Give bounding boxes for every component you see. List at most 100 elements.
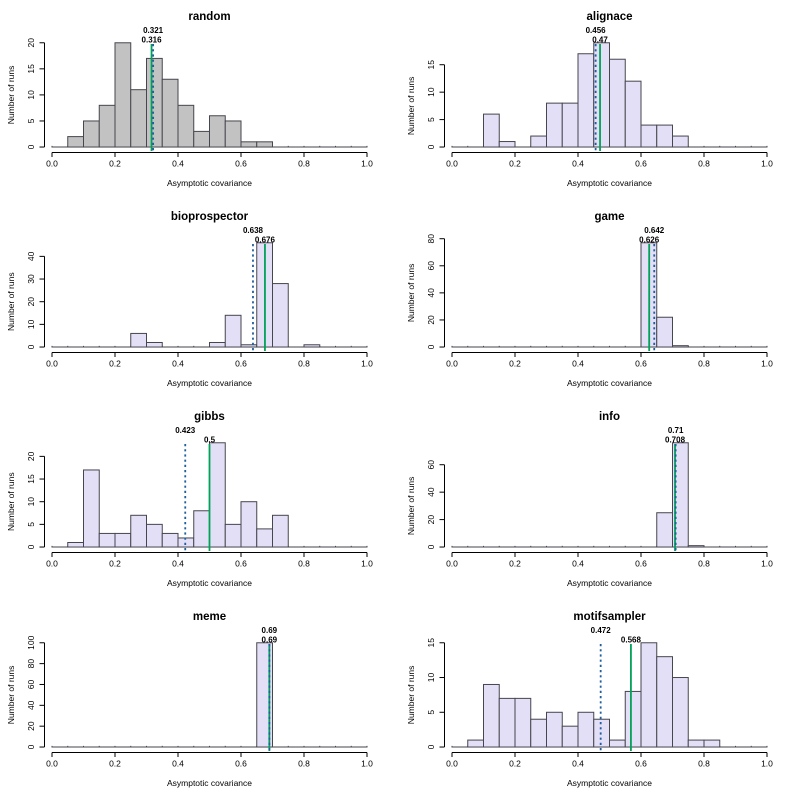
x-tick-label: 0.8 [698, 759, 710, 769]
histogram-bar [209, 442, 226, 548]
y-tick-label: 40 [426, 487, 436, 497]
y-tick-label: 15 [26, 474, 36, 484]
x-tick-label: 0.2 [509, 759, 521, 769]
solid-line-label: 0.568 [621, 636, 642, 645]
y-axis-title: Number of runs [6, 272, 16, 331]
histogram-bar [193, 510, 210, 548]
histogram-bar [114, 532, 132, 548]
histogram-panel-bioprospector: bioprospector 0 10 20 30 40 Number of runs 0.0 0… [0, 200, 400, 400]
y-tick-label: 10 [26, 90, 36, 100]
y-tick-label: 20 [426, 315, 436, 325]
histogram-bar [561, 102, 579, 148]
y-tick-label: 0 [426, 544, 436, 549]
y-tick-label: 5 [26, 522, 36, 527]
dashed-line-label: 0.69 [262, 626, 278, 635]
histogram-bar [240, 501, 258, 548]
x-tick-label: 0.4 [572, 359, 584, 369]
x-tick-label: 1.0 [761, 359, 773, 369]
x-tick-label: 0.8 [298, 759, 310, 769]
x-tick-label: 0.4 [172, 359, 184, 369]
histogram-bar [67, 136, 84, 148]
x-tick-label: 0.8 [698, 559, 710, 569]
histogram-bar [272, 283, 289, 348]
solid-line-label: 0.5 [204, 436, 216, 445]
solid-line-label: 0.69 [262, 636, 278, 645]
histogram-bar [703, 739, 721, 748]
x-tick-label: 0.6 [635, 359, 647, 369]
dashed-line-label: 0.321 [143, 26, 164, 35]
x-tick-label: 0.0 [46, 359, 58, 369]
histogram-bar [498, 697, 516, 748]
y-axis-title: Number of runs [406, 666, 416, 725]
x-tick-label: 1.0 [361, 559, 373, 569]
x-tick-label: 0.2 [509, 359, 521, 369]
y-tick-label: 40 [426, 288, 436, 298]
dashed-line-label: 0.456 [586, 26, 607, 35]
x-tick-label: 0.6 [635, 159, 647, 169]
dashed-line-label: 0.472 [591, 626, 612, 635]
histogram-bar [224, 314, 242, 348]
y-tick-label: 15 [426, 60, 436, 70]
y-axis-title: Number of runs [406, 264, 416, 323]
solid-line-label: 0.316 [142, 36, 163, 45]
histogram-bar [240, 344, 258, 348]
histogram-bar [640, 642, 658, 748]
histogram-bar [467, 739, 484, 748]
solid-line-label: 0.47 [592, 36, 608, 45]
histogram-bar [193, 130, 210, 148]
y-tick-label: 0 [426, 144, 436, 149]
y-tick-label: 20 [26, 297, 36, 307]
y-axis-title: Number of runs [6, 472, 16, 531]
histogram-bar [130, 514, 147, 548]
panel-title: motifsampler [573, 611, 646, 623]
y-tick-label: 15 [426, 638, 436, 648]
histogram-bar [146, 57, 163, 148]
histogram-panel-info: info 0 20 40 60 Number of runs 0.0 0.2 0.4 0.6 0.8… [400, 400, 800, 600]
y-tick-label: 60 [426, 460, 436, 470]
histogram-bar [256, 141, 273, 148]
histogram-svg: bioprospector 0 10 20 30 40 Number of runs 0.0 0… [6, 211, 373, 388]
y-axis-title: Number of runs [406, 477, 416, 536]
x-tick-label: 0.0 [446, 159, 458, 169]
histogram-bar [224, 523, 242, 548]
histogram-bar [98, 104, 116, 148]
x-tick-label: 0.0 [46, 159, 58, 169]
histogram-bar [577, 711, 595, 748]
y-tick-label: 40 [26, 700, 36, 710]
histogram-bar [209, 115, 226, 148]
histogram-panel-game: game 0 20 40 60 80 Number of runs 0.0 0.2 0.4 0.6 0… [400, 200, 800, 400]
y-tick-label: 0 [26, 544, 36, 549]
histogram-bar [546, 102, 563, 148]
x-tick-label: 0.2 [109, 759, 121, 769]
histogram-svg: meme 0 20 40 60 80 100 Number of runs 0.0 0.2 0.4 0… [6, 611, 373, 788]
y-tick-label: 5 [426, 710, 436, 715]
x-tick-label: 0.4 [572, 559, 584, 569]
y-tick-label: 10 [426, 673, 436, 683]
histogram-bar [624, 80, 642, 148]
histogram-bar [609, 58, 626, 148]
y-tick-label: 5 [26, 118, 36, 123]
x-tick-label: 0.2 [109, 159, 121, 169]
y-tick-label: 20 [26, 38, 36, 48]
x-tick-label: 0.6 [235, 159, 247, 169]
panel-title: meme [193, 611, 226, 623]
histogram-svg: gibbs 0 5 10 15 20 Number of runs 0.0 0.2 0.4 0.6 0… [6, 411, 373, 588]
histogram-bar [656, 124, 673, 148]
histogram-panel-gibbs: gibbs 0 5 10 15 20 Number of runs 0.0 0.2 0.4 0.6 0… [0, 400, 400, 600]
histogram-bar [483, 113, 500, 148]
histogram-bar [640, 124, 658, 148]
histogram-bar [672, 442, 689, 548]
x-axis-title: Asymptotic covariance [567, 378, 652, 388]
y-axis-title: Number of runs [6, 66, 16, 125]
x-tick-label: 0.4 [572, 159, 584, 169]
y-tick-label: 60 [426, 261, 436, 271]
histogram-panel-alignace: alignace 0 5 10 15 Number of runs 0.0 0.2 0.4 0.6… [400, 0, 800, 200]
panel-title: gibbs [194, 411, 225, 423]
histogram-bar [687, 545, 705, 548]
solid-line-label: 0.676 [255, 236, 276, 245]
histogram-panel-meme: meme 0 20 40 60 80 100 Number of runs 0.0 0.2 0.4 0… [0, 600, 400, 800]
histogram-svg: info 0 20 40 60 Number of runs 0.0 0.2 0.4 0.6 0.8… [406, 411, 773, 588]
dashed-line-label: 0.638 [243, 226, 264, 235]
x-tick-label: 0.2 [109, 359, 121, 369]
